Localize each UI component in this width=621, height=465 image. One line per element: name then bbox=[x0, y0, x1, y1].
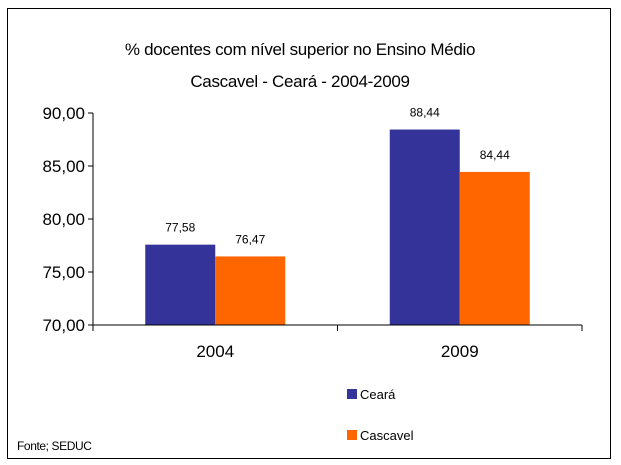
x-tick-label: 2004 bbox=[196, 342, 234, 361]
legend-swatch-ceara bbox=[347, 389, 357, 399]
legend-label-cascavel: Cascavel bbox=[360, 428, 414, 443]
x-axis-ticks: 2004 2009 bbox=[92, 325, 583, 361]
y-tick-label: 80,00 bbox=[42, 210, 85, 229]
y-tick-label: 75,00 bbox=[42, 263, 85, 282]
chart-title: % docentes com nível superior no Ensino … bbox=[125, 40, 475, 59]
legend-label-ceara: Ceará bbox=[360, 387, 396, 402]
x-tick-label: 2009 bbox=[441, 342, 479, 361]
source-note: Fonte; SEDUC bbox=[17, 439, 92, 453]
bars bbox=[145, 129, 530, 325]
y-tick-label: 90,00 bbox=[42, 104, 85, 123]
legend: Ceará Cascavel bbox=[347, 387, 414, 443]
y-tick-label: 70,00 bbox=[42, 316, 85, 335]
chart-subtitle: Cascavel - Ceará - 2004-2009 bbox=[190, 72, 409, 91]
bar-cascavel-2004 bbox=[215, 256, 286, 325]
data-label: 77,58 bbox=[165, 221, 195, 235]
legend-swatch-cascavel bbox=[347, 430, 357, 440]
y-tick-label: 85,00 bbox=[42, 157, 85, 176]
data-label: 84,44 bbox=[480, 148, 510, 162]
bar-ceara-2009 bbox=[389, 129, 460, 325]
data-label: 76,47 bbox=[235, 232, 265, 246]
bar-ceara-2004 bbox=[145, 244, 216, 325]
bar-cascavel-2009 bbox=[459, 171, 530, 325]
data-labels: 77,58 76,47 88,44 84,44 bbox=[165, 106, 510, 247]
data-label: 88,44 bbox=[410, 106, 440, 120]
y-axis-ticks: 90,00 85,00 80,00 75,00 70,00 bbox=[42, 104, 93, 335]
